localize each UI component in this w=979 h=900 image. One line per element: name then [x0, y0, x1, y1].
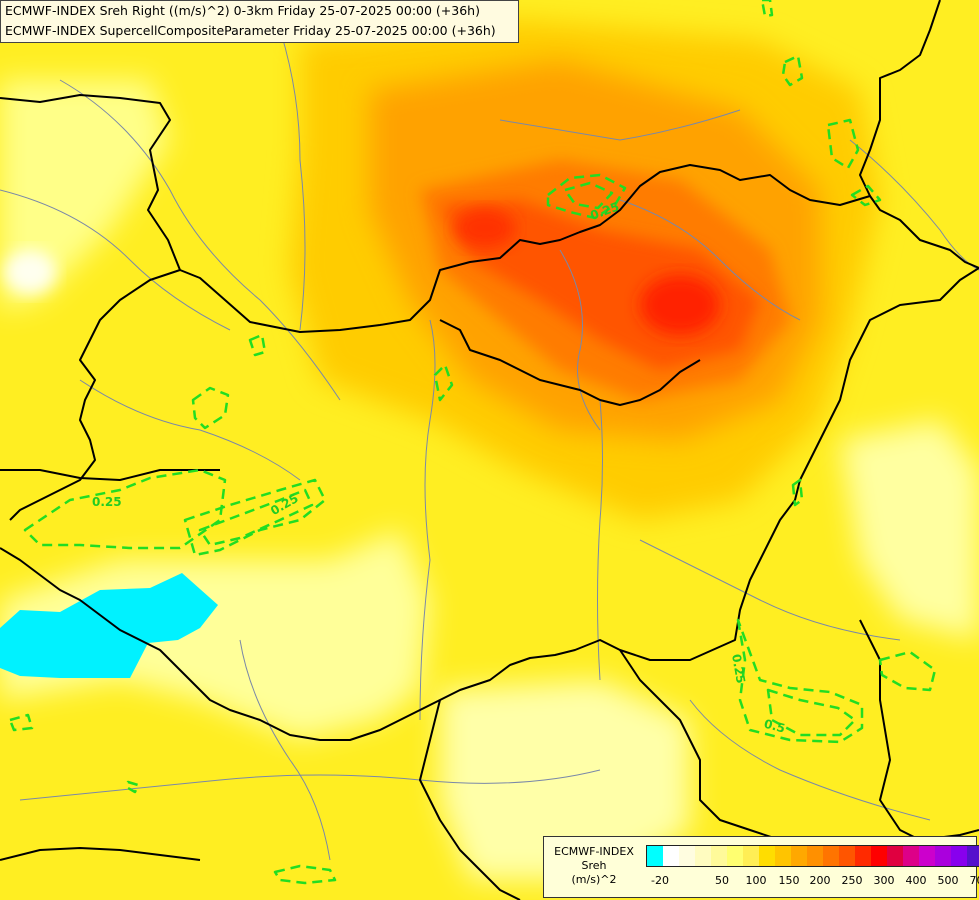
rivers: [0, 0, 979, 861]
scp-contour-east-right: [878, 650, 937, 692]
border-east: [0, 267, 979, 741]
legend-swatch: [727, 846, 743, 866]
scp-contour-central: [433, 363, 454, 402]
legend-swatch: [839, 846, 855, 866]
legend-swatch: [855, 846, 871, 866]
title-line-2: ECMWF-INDEX SupercellCompositeParameter …: [5, 23, 496, 38]
legend-swatch: [711, 846, 727, 866]
field-red-core-east: [640, 275, 720, 335]
legend-tick-label: 50: [715, 874, 729, 887]
river-5: [597, 399, 603, 681]
scp-contour-south-3: [273, 864, 337, 885]
legend-swatch: [775, 846, 791, 866]
legend-swatch: [759, 846, 775, 866]
scp-contour-top: [760, 0, 774, 18]
field-light-west: [0, 80, 170, 310]
river-14: [79, 379, 301, 481]
legend-swatch: [823, 846, 839, 866]
legend-swatch: [663, 846, 679, 866]
title-line-1: ECMWF-INDEX Sreh Right ((m/s)^2) 0-3km F…: [5, 3, 480, 18]
scp-contour-north-inner: [563, 181, 614, 210]
field-light-southwest: [0, 530, 430, 740]
river-7: [499, 109, 741, 141]
contour-label-east: 0.25: [729, 653, 748, 685]
sreh-field: [0, 20, 979, 880]
legend-swatch: [679, 846, 695, 866]
legend-swatch: [647, 846, 663, 866]
field-cyan-patch: [0, 573, 218, 678]
river-1: [59, 79, 341, 401]
legend-title-line-1: ECMWF-INDEX: [554, 845, 634, 858]
legend-swatch: [919, 846, 935, 866]
scp-contour-west-inner: [198, 488, 314, 547]
legend-tick-label: 700: [969, 874, 979, 887]
legend-tick-label: 200: [809, 874, 831, 887]
legend: ECMWF-INDEX Sreh (m/s)^2 -20 50 100 150 200 2…: [543, 836, 979, 898]
river-4: [419, 319, 436, 721]
scp-contour-west-large: [23, 468, 227, 550]
border-southwest: [0, 847, 201, 861]
legend-ticks: -20 50 100 150 200 250 300 400 500 700: [646, 874, 979, 890]
legend-swatch: [807, 846, 823, 866]
legend-swatch: [951, 846, 967, 866]
scp-contour-east-small: [791, 478, 804, 507]
scp-contour-northeast-1: [826, 118, 860, 170]
field-light-east: [840, 420, 979, 640]
scp-contour-south-1: [8, 713, 34, 732]
legend-swatch: [887, 846, 903, 866]
river-13: [849, 139, 979, 271]
scp-contour-northeast-2: [781, 54, 804, 87]
field-white-spot: [4, 250, 56, 294]
scp-contour-north: [546, 173, 627, 220]
legend-tick-label: 500: [937, 874, 959, 887]
river-9: [619, 199, 801, 321]
legend-swatch: [903, 846, 919, 866]
river-6: [639, 539, 901, 641]
field-light-south: [440, 680, 690, 880]
legend-swatch: [871, 846, 887, 866]
scp-contours: [8, 0, 937, 885]
border-west-2: [0, 469, 220, 481]
border-north-east: [859, 0, 941, 197]
river-10: [19, 769, 601, 801]
contour-label-west: 0.25: [92, 495, 122, 509]
river-2: [0, 189, 231, 331]
legend-tick-label: 250: [841, 874, 863, 887]
scp-contour-east-1: [736, 618, 864, 744]
legend-swatch: [695, 846, 711, 866]
legend-color-bar: [646, 845, 979, 867]
scp-contour-west-small: [191, 386, 230, 430]
legend-title-line-3: (m/s)^2: [571, 873, 617, 886]
border-north-west: [0, 94, 979, 333]
legend-tick-label: -20: [651, 874, 669, 887]
field-red-core-west: [455, 208, 515, 248]
contour-label-east-inner: 0.5: [763, 717, 787, 736]
scp-contour-west-tiny: [248, 333, 267, 357]
border-south-1: [419, 699, 521, 900]
legend-tick-label: 100: [745, 874, 767, 887]
legend-tick-label: 400: [905, 874, 927, 887]
scp-contour-east-inner: [766, 688, 857, 737]
legend-swatch: [791, 846, 807, 866]
legend-tick-label: 150: [778, 874, 800, 887]
legend-swatch: [935, 846, 951, 866]
legend-title: ECMWF-INDEX Sreh (m/s)^2: [546, 845, 642, 887]
scp-contour-south-2: [126, 780, 140, 794]
legend-title-line-2: Sreh: [581, 859, 607, 872]
legend-swatch: [967, 846, 979, 866]
border-inner-hu: [439, 319, 701, 406]
river-3: [269, 0, 306, 331]
title-box: ECMWF-INDEX Sreh Right ((m/s)^2) 0-3km F…: [0, 0, 519, 43]
legend-tick-label: 300: [873, 874, 895, 887]
scp-contour-west-mid: [183, 478, 327, 557]
legend-swatch: [743, 846, 759, 866]
river-8: [559, 249, 601, 431]
river-11: [239, 639, 331, 861]
scp-contour-northeast-3: [850, 184, 882, 207]
border-west-1: [9, 269, 181, 521]
